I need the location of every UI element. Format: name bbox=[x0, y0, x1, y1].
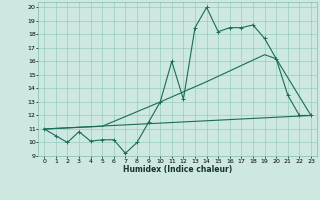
X-axis label: Humidex (Indice chaleur): Humidex (Indice chaleur) bbox=[123, 165, 232, 174]
